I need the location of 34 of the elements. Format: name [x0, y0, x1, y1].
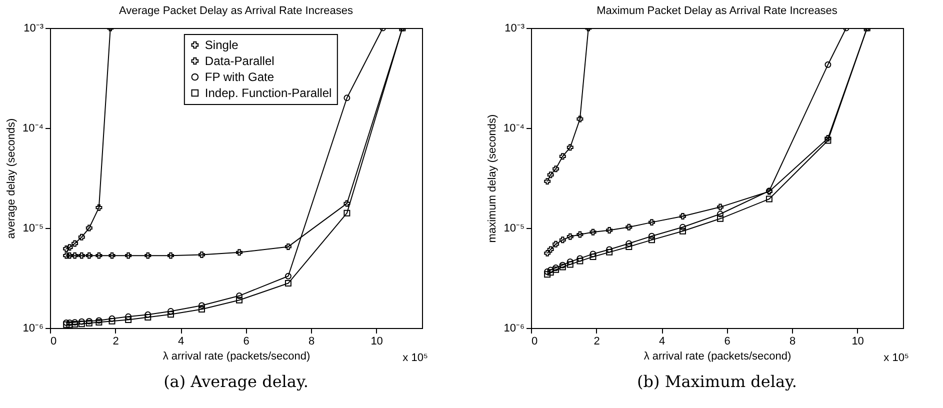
y-tick-label: 10⁻⁶ [504, 322, 524, 334]
x-tick-label: 10 [852, 336, 864, 348]
chart-title: Average Packet Delay as Arrival Rate Increases [119, 5, 354, 17]
x-tick-label: 8 [308, 336, 315, 348]
x-tick-label: 0 [532, 336, 538, 348]
y-tick-label: 10⁻⁴ [504, 122, 525, 134]
y-tick-label: 10⁻³ [24, 22, 44, 34]
x-tick-label: 2 [594, 336, 600, 348]
chart-title: Maximum Packet Delay as Arrival Rate Increases [596, 5, 838, 17]
x-tick-label: 10 [370, 336, 383, 348]
legend-label: Indep. Function-Parallel [204, 86, 332, 100]
x-tick-label: 4 [658, 336, 666, 348]
y-tick-label: 10⁻⁵ [504, 222, 524, 234]
y-tick-label: 10⁻⁶ [22, 322, 44, 334]
legend-label: Single [204, 38, 239, 52]
x-tick-label: 6 [724, 336, 730, 348]
text: (b) Maximum delay. [637, 372, 797, 391]
x-tick-label: 6 [243, 336, 250, 348]
legend-label: FP with Gate [204, 70, 274, 84]
y-axis-title: maximum delay (seconds) [486, 114, 499, 243]
y-tick-label: 10⁻⁴ [22, 122, 44, 134]
text: (a) Average delay. [164, 372, 308, 391]
x-tick-label: 0 [50, 336, 57, 348]
x-tick-label: 8 [789, 336, 796, 348]
text: x 10⁵ [884, 352, 909, 364]
x-tick-label: 2 [112, 336, 119, 348]
x-axis-title: λ arrival rate (packets/second) [162, 350, 310, 362]
x-axis-title: λ arrival rate (packets/second) [644, 350, 792, 362]
y-axis-title: average delay (seconds) [6, 118, 18, 239]
y-tick-label: 10⁻³ [504, 22, 525, 34]
text: x 10⁵ [402, 352, 428, 364]
legend-label: Data-Parallel [204, 54, 274, 68]
x-tick-label: 4 [178, 336, 184, 348]
y-tick-label: 10⁻⁵ [22, 222, 44, 234]
